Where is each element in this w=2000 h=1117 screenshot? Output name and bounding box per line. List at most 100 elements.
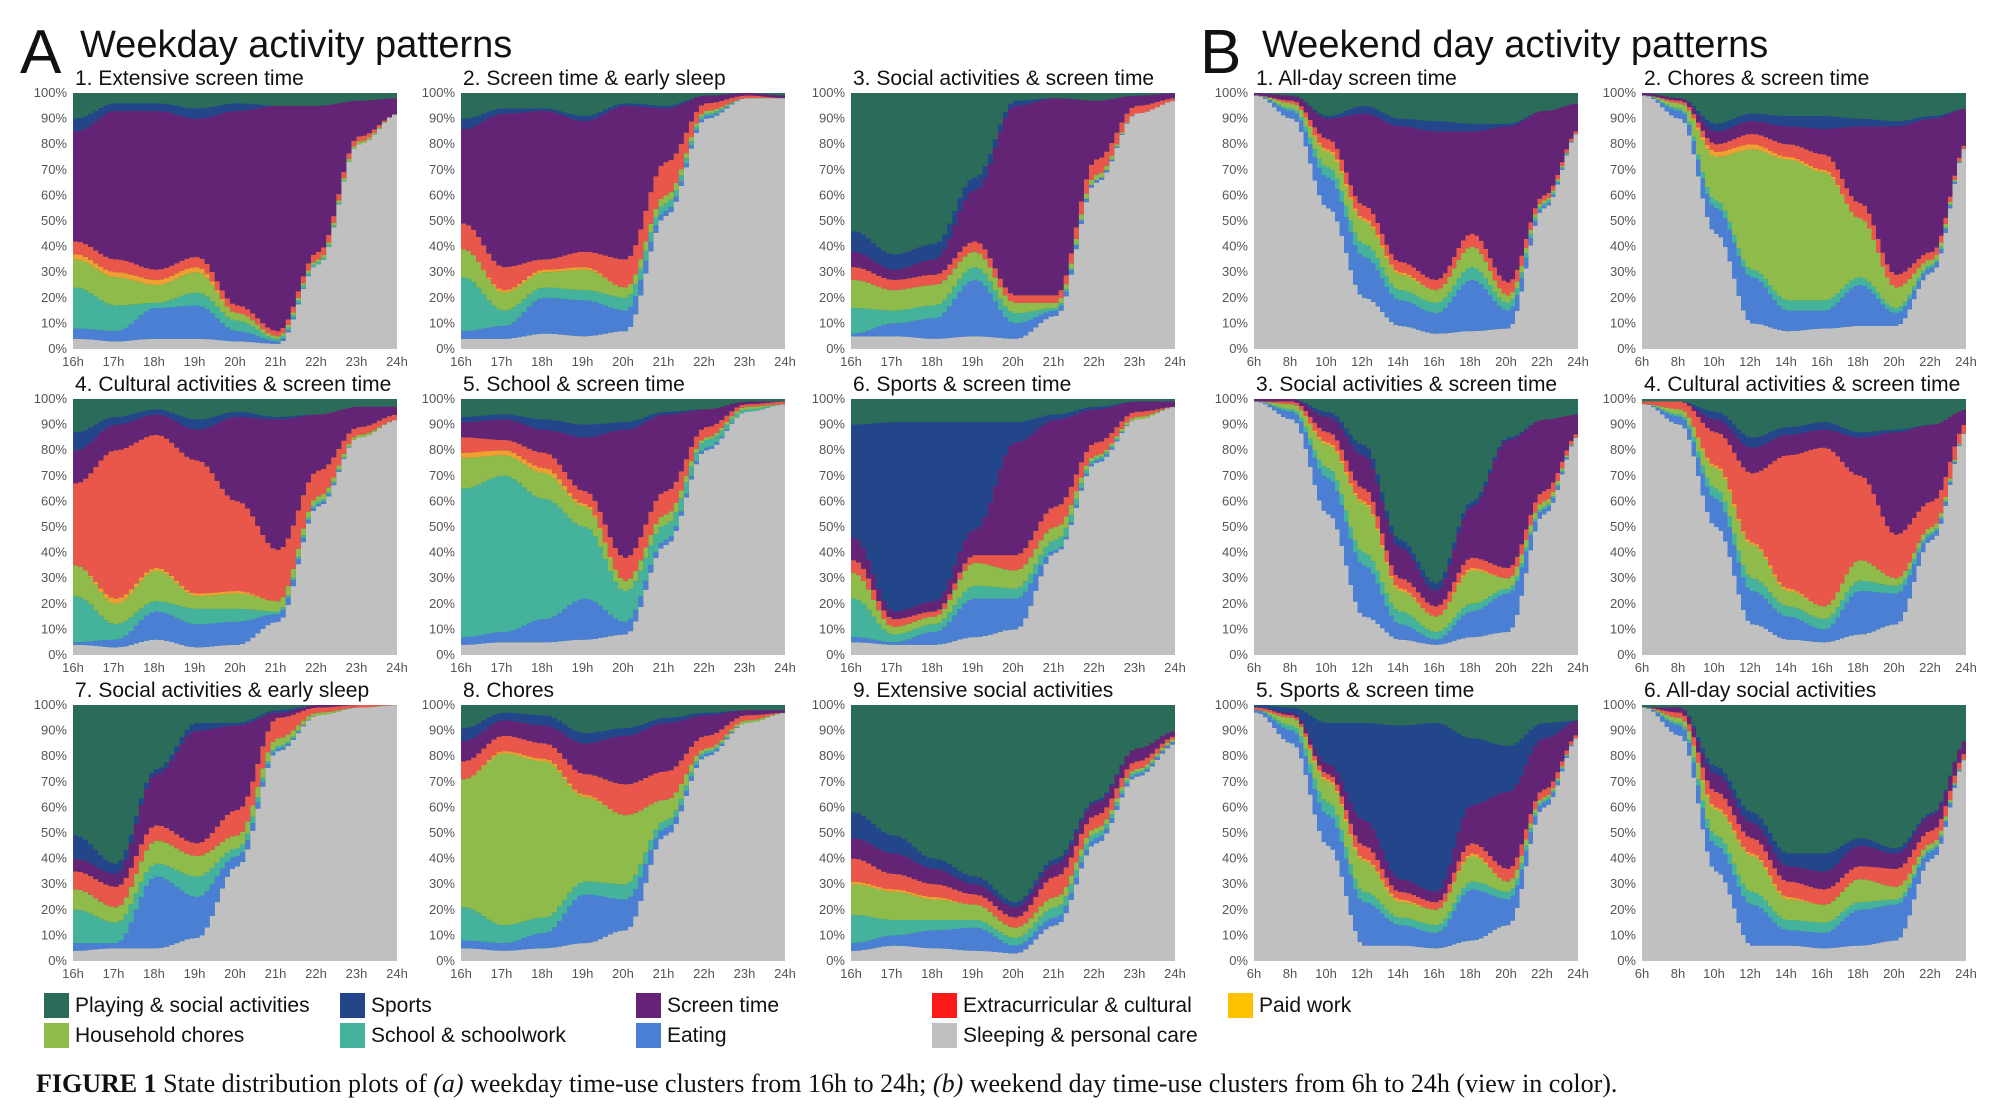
x-tick-label: 19h: [962, 660, 984, 675]
area-layer-eating: [461, 712, 785, 951]
y-tick-label: 20%: [1610, 290, 1636, 305]
x-tick-label: 18h: [1847, 966, 1869, 981]
y-tick-label: 50%: [1222, 519, 1248, 534]
y-tick-label: 60%: [41, 799, 67, 814]
y-tick-label: 50%: [1222, 213, 1248, 228]
y-tick-label: 10%: [1610, 621, 1636, 636]
x-tick-label: 21h: [265, 354, 287, 369]
y-tick-label: 70%: [429, 468, 455, 483]
area-layer-playing-social-activities: [1254, 399, 1578, 584]
y-tick-label: 0%: [436, 647, 455, 662]
y-tick-label: 80%: [429, 442, 455, 457]
area-layer-sports: [73, 98, 397, 132]
y-tick-label: 100%: [422, 697, 456, 712]
area-layer-extracurricular-cultural: [851, 98, 1175, 303]
y-tick-label: 20%: [1222, 596, 1248, 611]
x-tick-label: 17h: [881, 966, 903, 981]
y-tick-label: 0%: [48, 341, 67, 356]
x-tick-label: 22h: [693, 354, 715, 369]
y-tick-label: 50%: [429, 519, 455, 534]
x-tick-label: 23h: [1124, 660, 1146, 675]
x-tick-label: 22h: [693, 966, 715, 981]
y-tick-label: 90%: [1610, 723, 1636, 738]
y-tick-label: 90%: [1610, 417, 1636, 432]
y-tick-label: 60%: [819, 799, 845, 814]
legend-item-school: School & schoolwork: [340, 1023, 566, 1048]
area-layer-household-chores: [73, 419, 397, 625]
x-tick-label: 8h: [1283, 660, 1297, 675]
panel-title-a8: 8. Chores: [463, 679, 555, 702]
y-tick-label: 20%: [429, 902, 455, 917]
area-layer-screen-time: [1254, 93, 1578, 283]
x-tick-label: 19h: [572, 354, 594, 369]
y-tick-label: 60%: [819, 187, 845, 202]
y-tick-label: 40%: [41, 545, 67, 560]
y-tick-label: 70%: [41, 162, 67, 177]
y-tick-label: 0%: [1229, 341, 1248, 356]
y-tick-label: 30%: [819, 264, 845, 279]
x-tick-label: 8h: [1283, 966, 1297, 981]
x-tick-label: 24h: [1567, 966, 1589, 981]
y-tick-label: 90%: [1610, 111, 1636, 126]
x-tick-label: 14h: [1775, 966, 1797, 981]
x-tick-label: 23h: [1124, 354, 1146, 369]
x-tick-label: 18h: [1459, 354, 1481, 369]
legend-label-paid-work: Paid work: [1259, 993, 1352, 1017]
x-tick-label: 16h: [1423, 660, 1445, 675]
area-layer-extracurricular-cultural: [1642, 401, 1966, 607]
y-tick-label: 20%: [41, 902, 67, 917]
y-tick-label: 10%: [819, 315, 845, 330]
y-tick-label: 20%: [429, 596, 455, 611]
panel-title-a5: 5. School & screen time: [463, 373, 685, 396]
legend-swatch-sleeping: [932, 1023, 957, 1048]
area-layer-sleeping-personal-care: [1642, 404, 1966, 655]
x-tick-label: 24h: [774, 354, 796, 369]
x-tick-label: 10h: [1315, 354, 1337, 369]
section-a-letter: A: [20, 18, 62, 87]
x-tick-label: 19h: [184, 966, 206, 981]
y-tick-label: 70%: [1222, 468, 1248, 483]
stacked-area-chart-a1: 0% 10% 20% 30% 40% 50% 60% 70% 80% 90% 100% 16h 17h 1…: [34, 85, 408, 369]
area-layer-playing-social-activities: [1254, 705, 1578, 746]
y-tick-label: 50%: [1222, 825, 1248, 840]
x-tick-label: 24h: [386, 660, 408, 675]
y-tick-label: 20%: [1222, 902, 1248, 917]
legend-swatch-school: [340, 1023, 365, 1048]
legend-swatch-extracurricular: [932, 993, 957, 1018]
panel-title-a2: 2. Screen time & early sleep: [463, 67, 726, 90]
x-tick-label: 14h: [1387, 966, 1409, 981]
y-tick-label: 10%: [1222, 621, 1248, 636]
x-tick-label: 18h: [921, 354, 943, 369]
x-tick-label: 24h: [1164, 966, 1186, 981]
x-tick-label: 23h: [734, 354, 756, 369]
y-tick-label: 100%: [34, 391, 68, 406]
y-tick-label: 80%: [1222, 442, 1248, 457]
stacked-area-chart-a8: 0% 10% 20% 30% 40% 50% 60% 70% 80% 90% 100% 16h 17h 1…: [422, 697, 796, 981]
x-tick-label: 14h: [1387, 660, 1409, 675]
legend-swatch-sports: [340, 993, 365, 1018]
area-layer-screen-time: [73, 406, 397, 551]
panel-title-a6: 6. Sports & screen time: [853, 373, 1072, 396]
x-tick-label: 6h: [1247, 966, 1261, 981]
y-tick-label: 40%: [1610, 239, 1636, 254]
x-tick-label: 21h: [653, 966, 675, 981]
x-tick-label: 19h: [962, 354, 984, 369]
figure-caption: FIGURE 1 State distribution plots of (a)…: [36, 1069, 1617, 1099]
x-tick-label: 20h: [612, 660, 634, 675]
x-tick-label: 22h: [1919, 966, 1941, 981]
y-tick-label: 100%: [812, 391, 846, 406]
y-tick-label: 70%: [819, 468, 845, 483]
y-tick-label: 40%: [819, 239, 845, 254]
y-tick-label: 40%: [429, 545, 455, 560]
y-tick-label: 70%: [819, 774, 845, 789]
stacked-area-chart-a3: 0% 10% 20% 30% 40% 50% 60% 70% 80% 90% 100% 16h 17h 1…: [812, 85, 1186, 369]
x-tick-label: 6h: [1635, 966, 1649, 981]
y-tick-label: 40%: [1222, 545, 1248, 560]
y-tick-label: 60%: [1222, 799, 1248, 814]
y-tick-label: 60%: [429, 187, 455, 202]
y-tick-label: 50%: [819, 519, 845, 534]
x-tick-label: 24h: [774, 966, 796, 981]
y-tick-label: 20%: [1610, 596, 1636, 611]
y-tick-label: 70%: [819, 162, 845, 177]
y-tick-label: 40%: [429, 239, 455, 254]
